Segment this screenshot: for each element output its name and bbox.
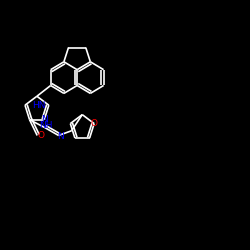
Text: N: N xyxy=(41,115,48,124)
Text: HN: HN xyxy=(32,101,46,110)
Text: O: O xyxy=(37,131,44,140)
Text: O: O xyxy=(91,119,98,128)
Text: N: N xyxy=(58,132,64,141)
Text: NH: NH xyxy=(40,121,53,130)
